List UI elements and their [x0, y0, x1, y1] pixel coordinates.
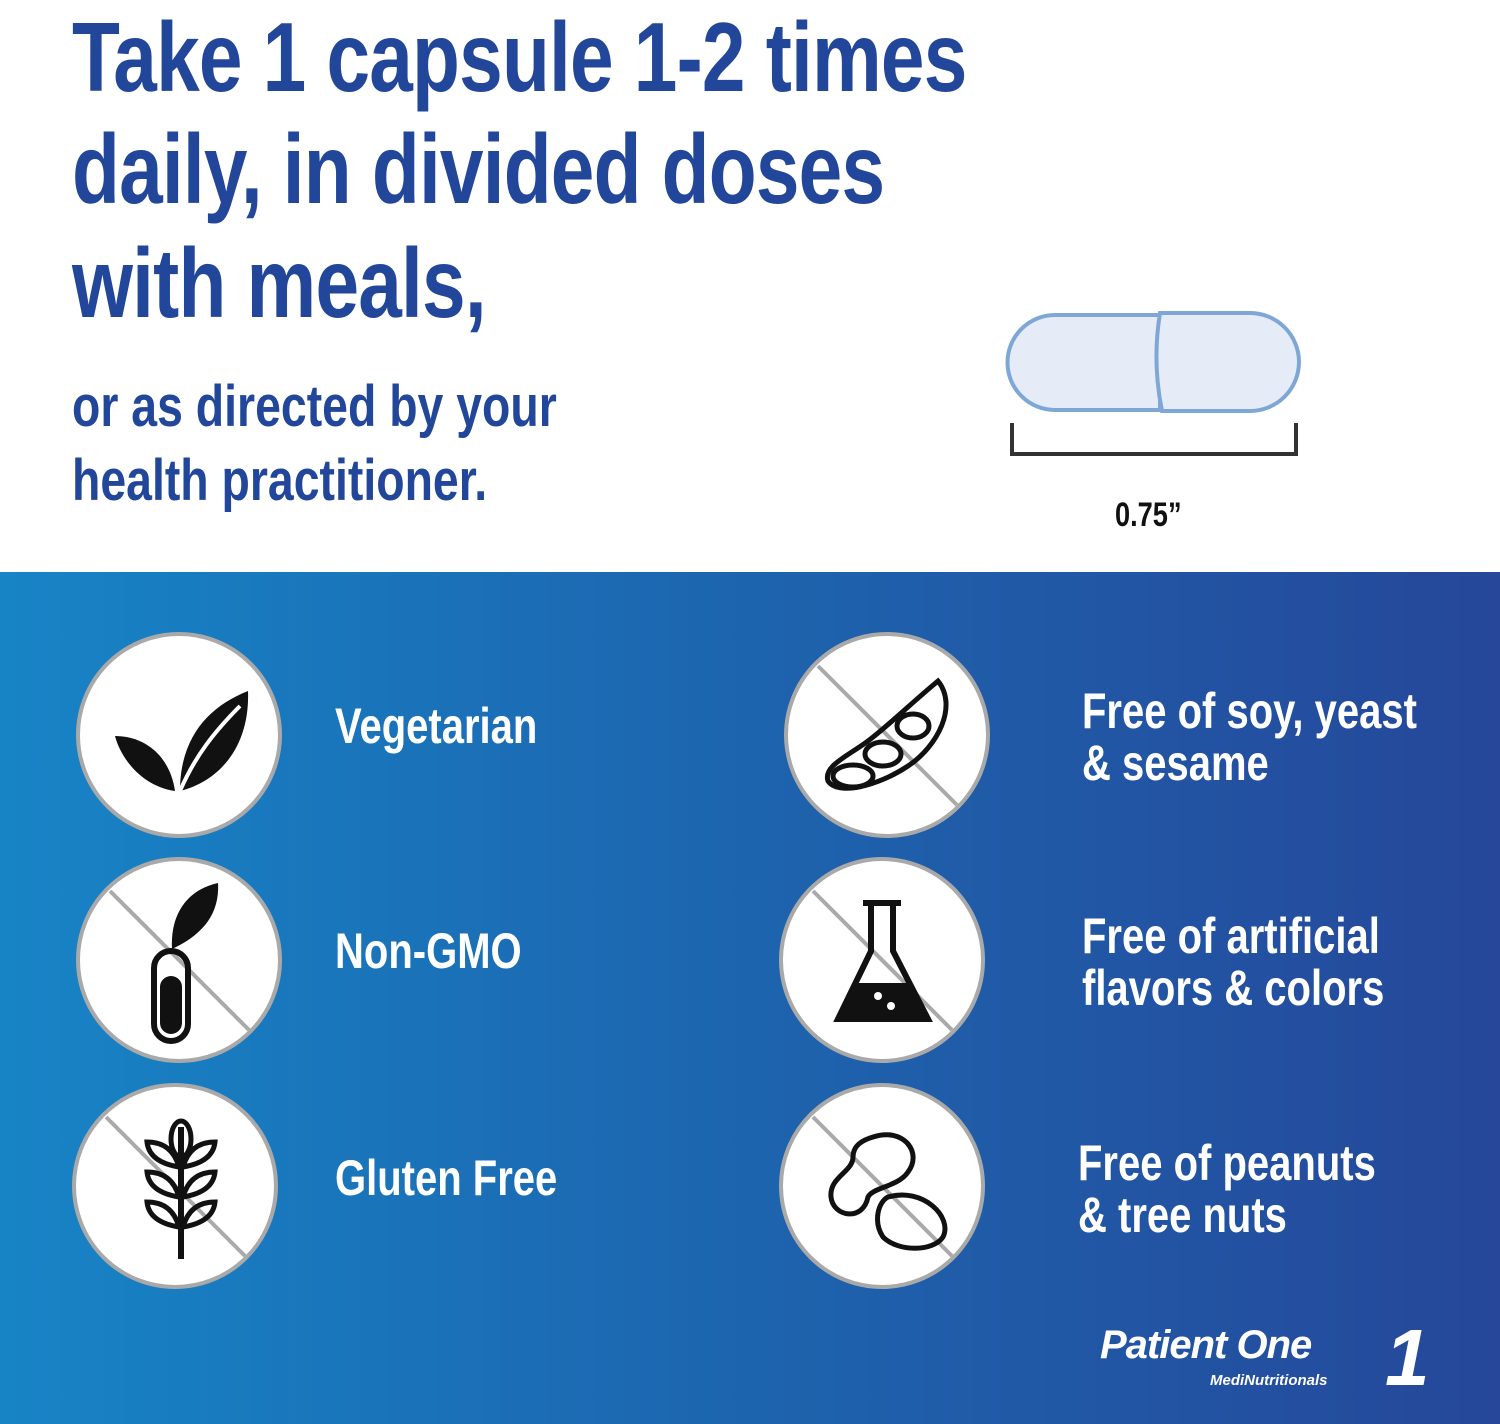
- feature-label-gluten-free: Gluten Free: [335, 1150, 558, 1206]
- capsule-size-label: 0.75”: [1115, 496, 1182, 534]
- brand-sub: MediNutritionals: [1210, 1372, 1328, 1389]
- label-line: Free of artificial: [1082, 908, 1380, 964]
- capsule-illustration: [1005, 311, 1301, 456]
- feature-label-non-gmo: Non-GMO: [335, 923, 522, 979]
- label-line: Free of peanuts: [1078, 1135, 1376, 1191]
- heading-line-1: Take 1 capsule 1-2 times: [72, 2, 967, 112]
- subheading-line-2: health practitioner.: [72, 448, 488, 513]
- label-line: & sesame: [1082, 735, 1269, 791]
- feature-label-artificial-flavors: Free of artificial flavors & colors: [1082, 910, 1384, 1014]
- feature-label-peanuts-tree-nuts: Free of peanuts & tree nuts: [1078, 1137, 1376, 1241]
- no-gmo-test-tube-icon: [76, 857, 282, 1063]
- label-line: flavors & colors: [1082, 960, 1385, 1016]
- heading-line-3: with meals,: [72, 228, 487, 338]
- no-flask-icon: [779, 857, 985, 1063]
- leaf-icon: [76, 632, 282, 838]
- label-line: Free of soy, yeast: [1082, 683, 1417, 739]
- label-line: & tree nuts: [1078, 1187, 1287, 1243]
- no-soybean-icon: [784, 632, 990, 838]
- no-wheat-icon: [72, 1083, 278, 1289]
- no-peanut-icon: [779, 1083, 985, 1289]
- feature-label-vegetarian: Vegetarian: [335, 698, 538, 754]
- brand-logo: Patient One MediNutritionals 1: [1100, 1316, 1440, 1406]
- heading-line-2: daily, in divided doses: [72, 114, 885, 224]
- subheading-line-1: or as directed by your: [72, 374, 557, 439]
- measure-bracket: [1010, 423, 1298, 456]
- brand-mark: 1: [1385, 1313, 1430, 1402]
- feature-label-soy-yeast-sesame: Free of soy, yeast & sesame: [1082, 685, 1417, 789]
- brand-name: Patient One: [1100, 1323, 1312, 1367]
